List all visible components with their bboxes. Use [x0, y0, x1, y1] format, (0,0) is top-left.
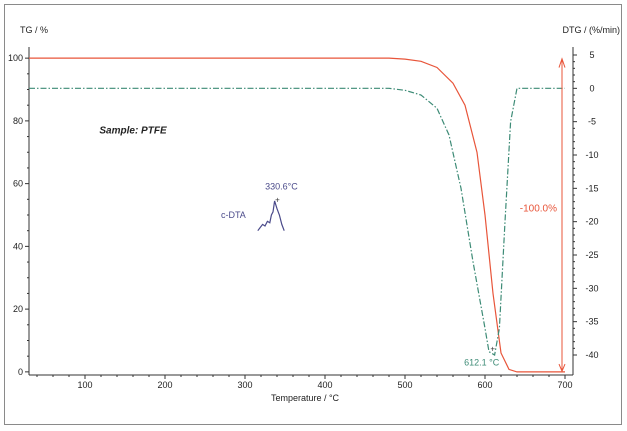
- y-right-tick-label: -10: [585, 150, 598, 160]
- y-left-tick-label: 100: [8, 53, 23, 63]
- x-tick-label: 700: [557, 380, 572, 390]
- chart-frame: [4, 4, 622, 425]
- x-tick-label: 100: [77, 380, 92, 390]
- c-dta-peak-label: 330.6°C: [265, 181, 298, 191]
- mass-change-label: -100.0%: [520, 204, 557, 215]
- dtg-peak-marker: +: [490, 344, 495, 353]
- x-tick-label: 600: [477, 380, 492, 390]
- y-right-tick-label: -5: [588, 117, 596, 127]
- y-right-tick-label: 0: [589, 83, 594, 93]
- x-axis-label: Temperature / °C: [271, 393, 340, 403]
- x-tick-label: 400: [317, 380, 332, 390]
- c-dta-peak-marker: +: [275, 195, 280, 204]
- tg-mass-curve: [29, 57, 565, 373]
- y-left-tick-label: 60: [13, 179, 23, 189]
- y-right-tick-label: -30: [585, 283, 598, 293]
- y-left-tick-label: 0: [18, 367, 23, 377]
- y-left-tick-label: 40: [13, 241, 23, 251]
- x-tick-label: 500: [397, 380, 412, 390]
- y-right-axis-label: DTG / (%/min): [563, 25, 621, 35]
- c-dta-curve: [257, 200, 285, 232]
- c-dta-label: c-DTA: [221, 210, 246, 220]
- x-tick-label: 200: [157, 380, 172, 390]
- x-tick-label: 300: [237, 380, 252, 390]
- y-right-tick-label: -40: [585, 350, 598, 360]
- y-right-tick-label: -25: [585, 250, 598, 260]
- y-left-axis-label: TG / %: [20, 25, 48, 35]
- y-right-tick-label: -15: [585, 183, 598, 193]
- y-left-tick-label: 80: [13, 116, 23, 126]
- y-right-tick-label: 5: [589, 50, 594, 60]
- y-left-tick-label: 20: [13, 304, 23, 314]
- mass-change-arrowhead-top: [558, 57, 566, 68]
- sample-label: Sample: PTFE: [99, 125, 167, 136]
- y-right-tick-label: -35: [585, 317, 598, 327]
- mass-change-arrowhead-bottom: [558, 363, 566, 373]
- y-right-tick-label: -20: [585, 217, 598, 227]
- dtg-peak-label: 612.1 °C: [464, 357, 500, 367]
